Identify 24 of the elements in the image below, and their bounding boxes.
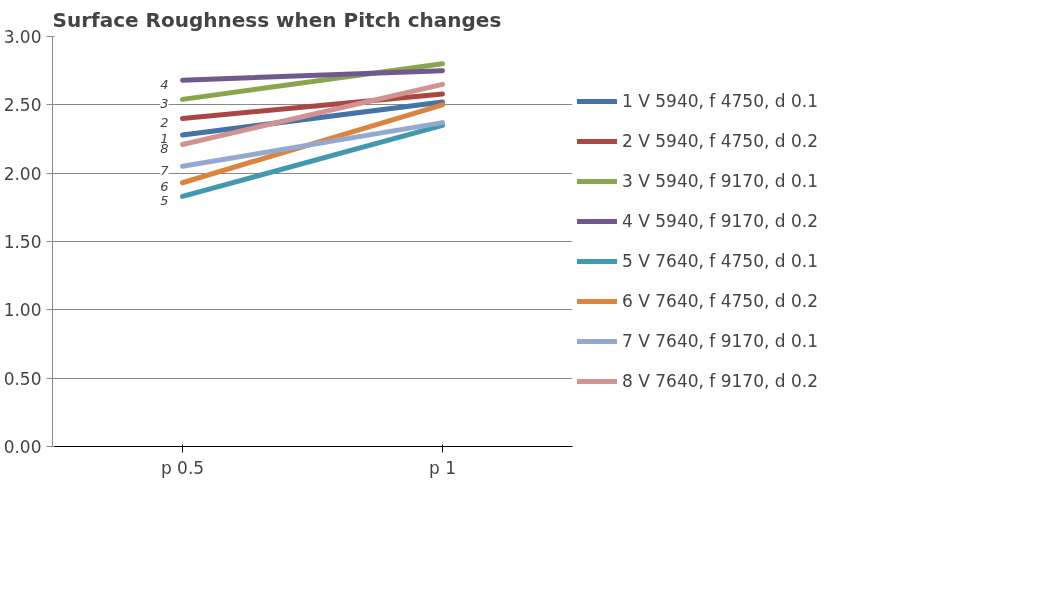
legend-label: 7 V 7640, f 9170, d 0.1	[622, 331, 819, 351]
legend-label: 6 V 7640, f 4750, d 0.2	[622, 291, 819, 311]
y-tick-label: 2.00	[3, 163, 42, 184]
y-tick-label: 2.50	[3, 95, 42, 116]
x-tick-label: p 0.5	[160, 457, 205, 478]
legend-label: 8 V 7640, f 9170, d 0.2	[622, 371, 819, 391]
annotation: 4	[160, 76, 169, 92]
legend-label: 4 V 5940, f 9170, d 0.2	[622, 211, 819, 231]
annotation: 7	[160, 162, 170, 178]
annotation: 6	[160, 179, 169, 195]
annotation: 5	[160, 192, 169, 208]
legend-label: 2 V 5940, f 4750, d 0.2	[622, 131, 819, 151]
y-tick-label: 3.00	[3, 27, 42, 47]
y-tick-label: 0.50	[3, 368, 42, 389]
annotation: 3	[160, 95, 169, 111]
legend-label: 3 V 5940, f 9170, d 0.1	[622, 171, 819, 191]
legend-label: 5 V 7640, f 4750, d 0.1	[622, 251, 819, 271]
y-tick-label: 1.00	[3, 300, 42, 321]
y-tick-label: 1.50	[3, 232, 42, 252]
legend-label: 1 V 5940, f 4750, d 0.1	[622, 91, 819, 111]
y-tick-label: 0.00	[3, 437, 42, 457]
x-tick-label: p 1	[428, 457, 457, 478]
chart-title: Surface Roughness when Pitch changes	[52, 7, 502, 32]
annotation: 2	[160, 115, 169, 130]
